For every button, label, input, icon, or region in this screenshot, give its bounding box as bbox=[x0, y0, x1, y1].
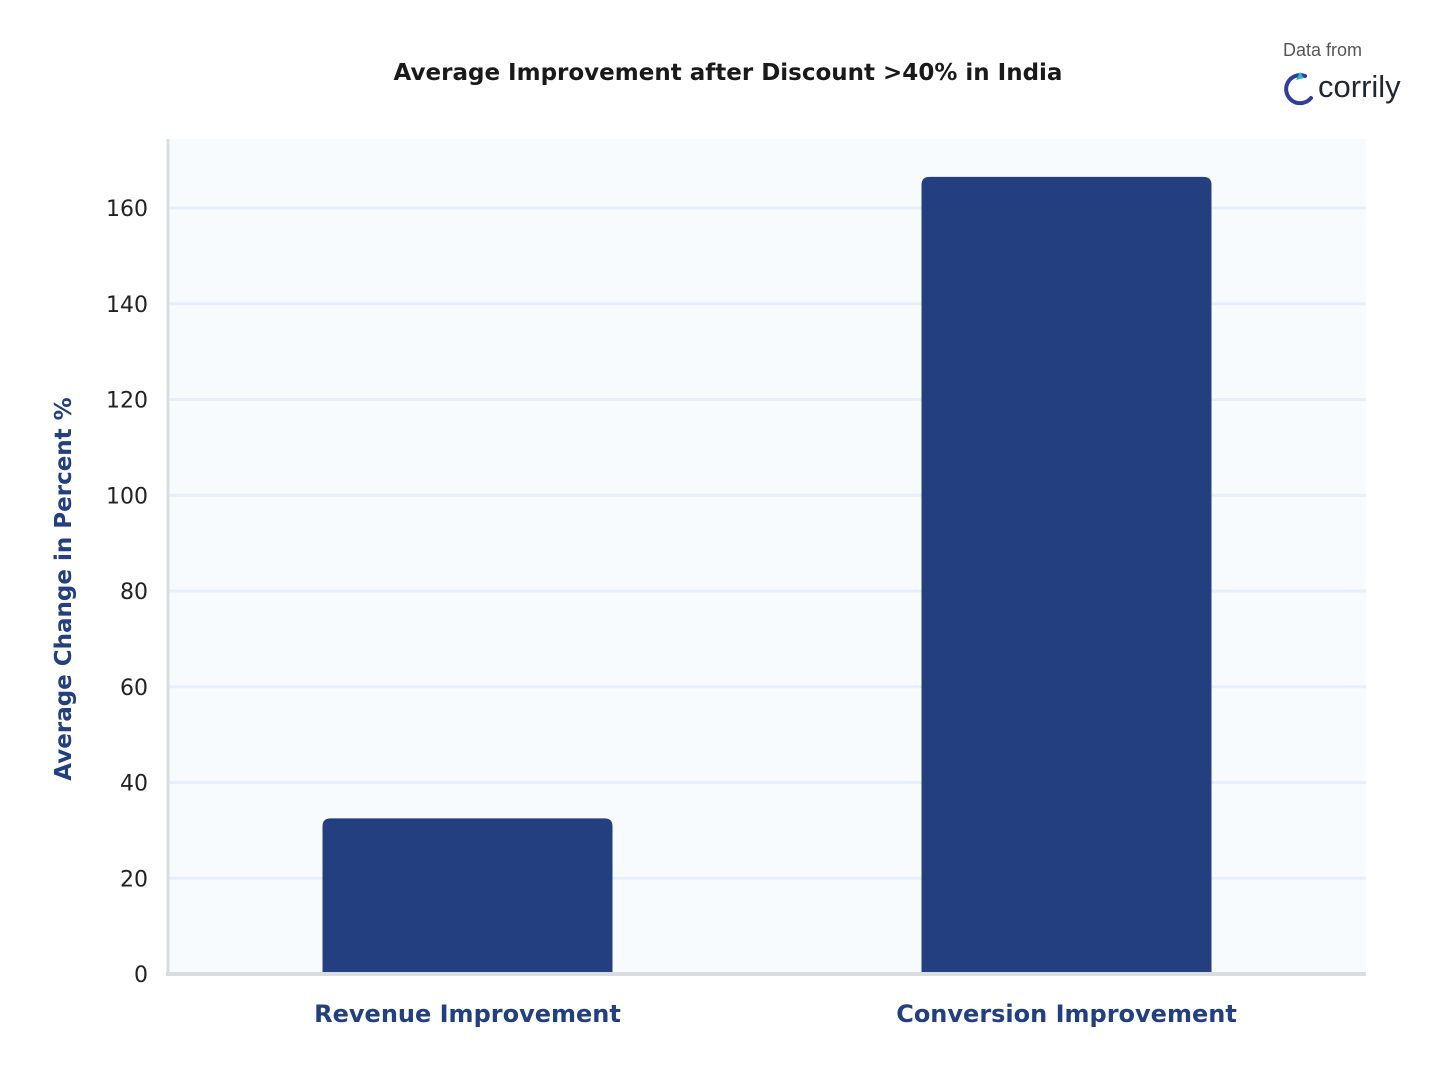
y-tick-labels: 0 20 40 60 80 100 120 140 160 bbox=[106, 197, 148, 988]
source-brand: corrily bbox=[1318, 69, 1401, 104]
y-tick-label: 160 bbox=[106, 197, 148, 222]
y-tick-label: 60 bbox=[120, 676, 148, 701]
x-category-labels: Revenue Improvement Conversion Improvemen… bbox=[314, 1000, 1237, 1028]
bar bbox=[921, 176, 1212, 975]
y-tick-label: 20 bbox=[120, 867, 148, 892]
y-tick-label: 40 bbox=[120, 772, 148, 797]
x-category-label: Conversion Improvement bbox=[896, 1000, 1237, 1028]
source-attribution: Data from corrily bbox=[1283, 40, 1401, 106]
y-tick-label: 0 bbox=[134, 963, 148, 988]
bar bbox=[322, 818, 613, 974]
y-tick-label: 120 bbox=[106, 389, 148, 414]
y-tick-label: 100 bbox=[106, 484, 148, 509]
y-tick-label: 80 bbox=[120, 580, 148, 605]
y-axis-title: Average Change in Percent % bbox=[51, 397, 77, 780]
x-category-label: Revenue Improvement bbox=[314, 1000, 621, 1028]
chart-title: Average Improvement after Discount >40% … bbox=[394, 60, 1063, 86]
corrily-logo-icon bbox=[1284, 72, 1313, 106]
y-tick-label: 140 bbox=[106, 293, 148, 318]
source-caption: Data from bbox=[1283, 40, 1362, 60]
axes bbox=[166, 139, 1366, 976]
bars bbox=[322, 176, 1212, 975]
